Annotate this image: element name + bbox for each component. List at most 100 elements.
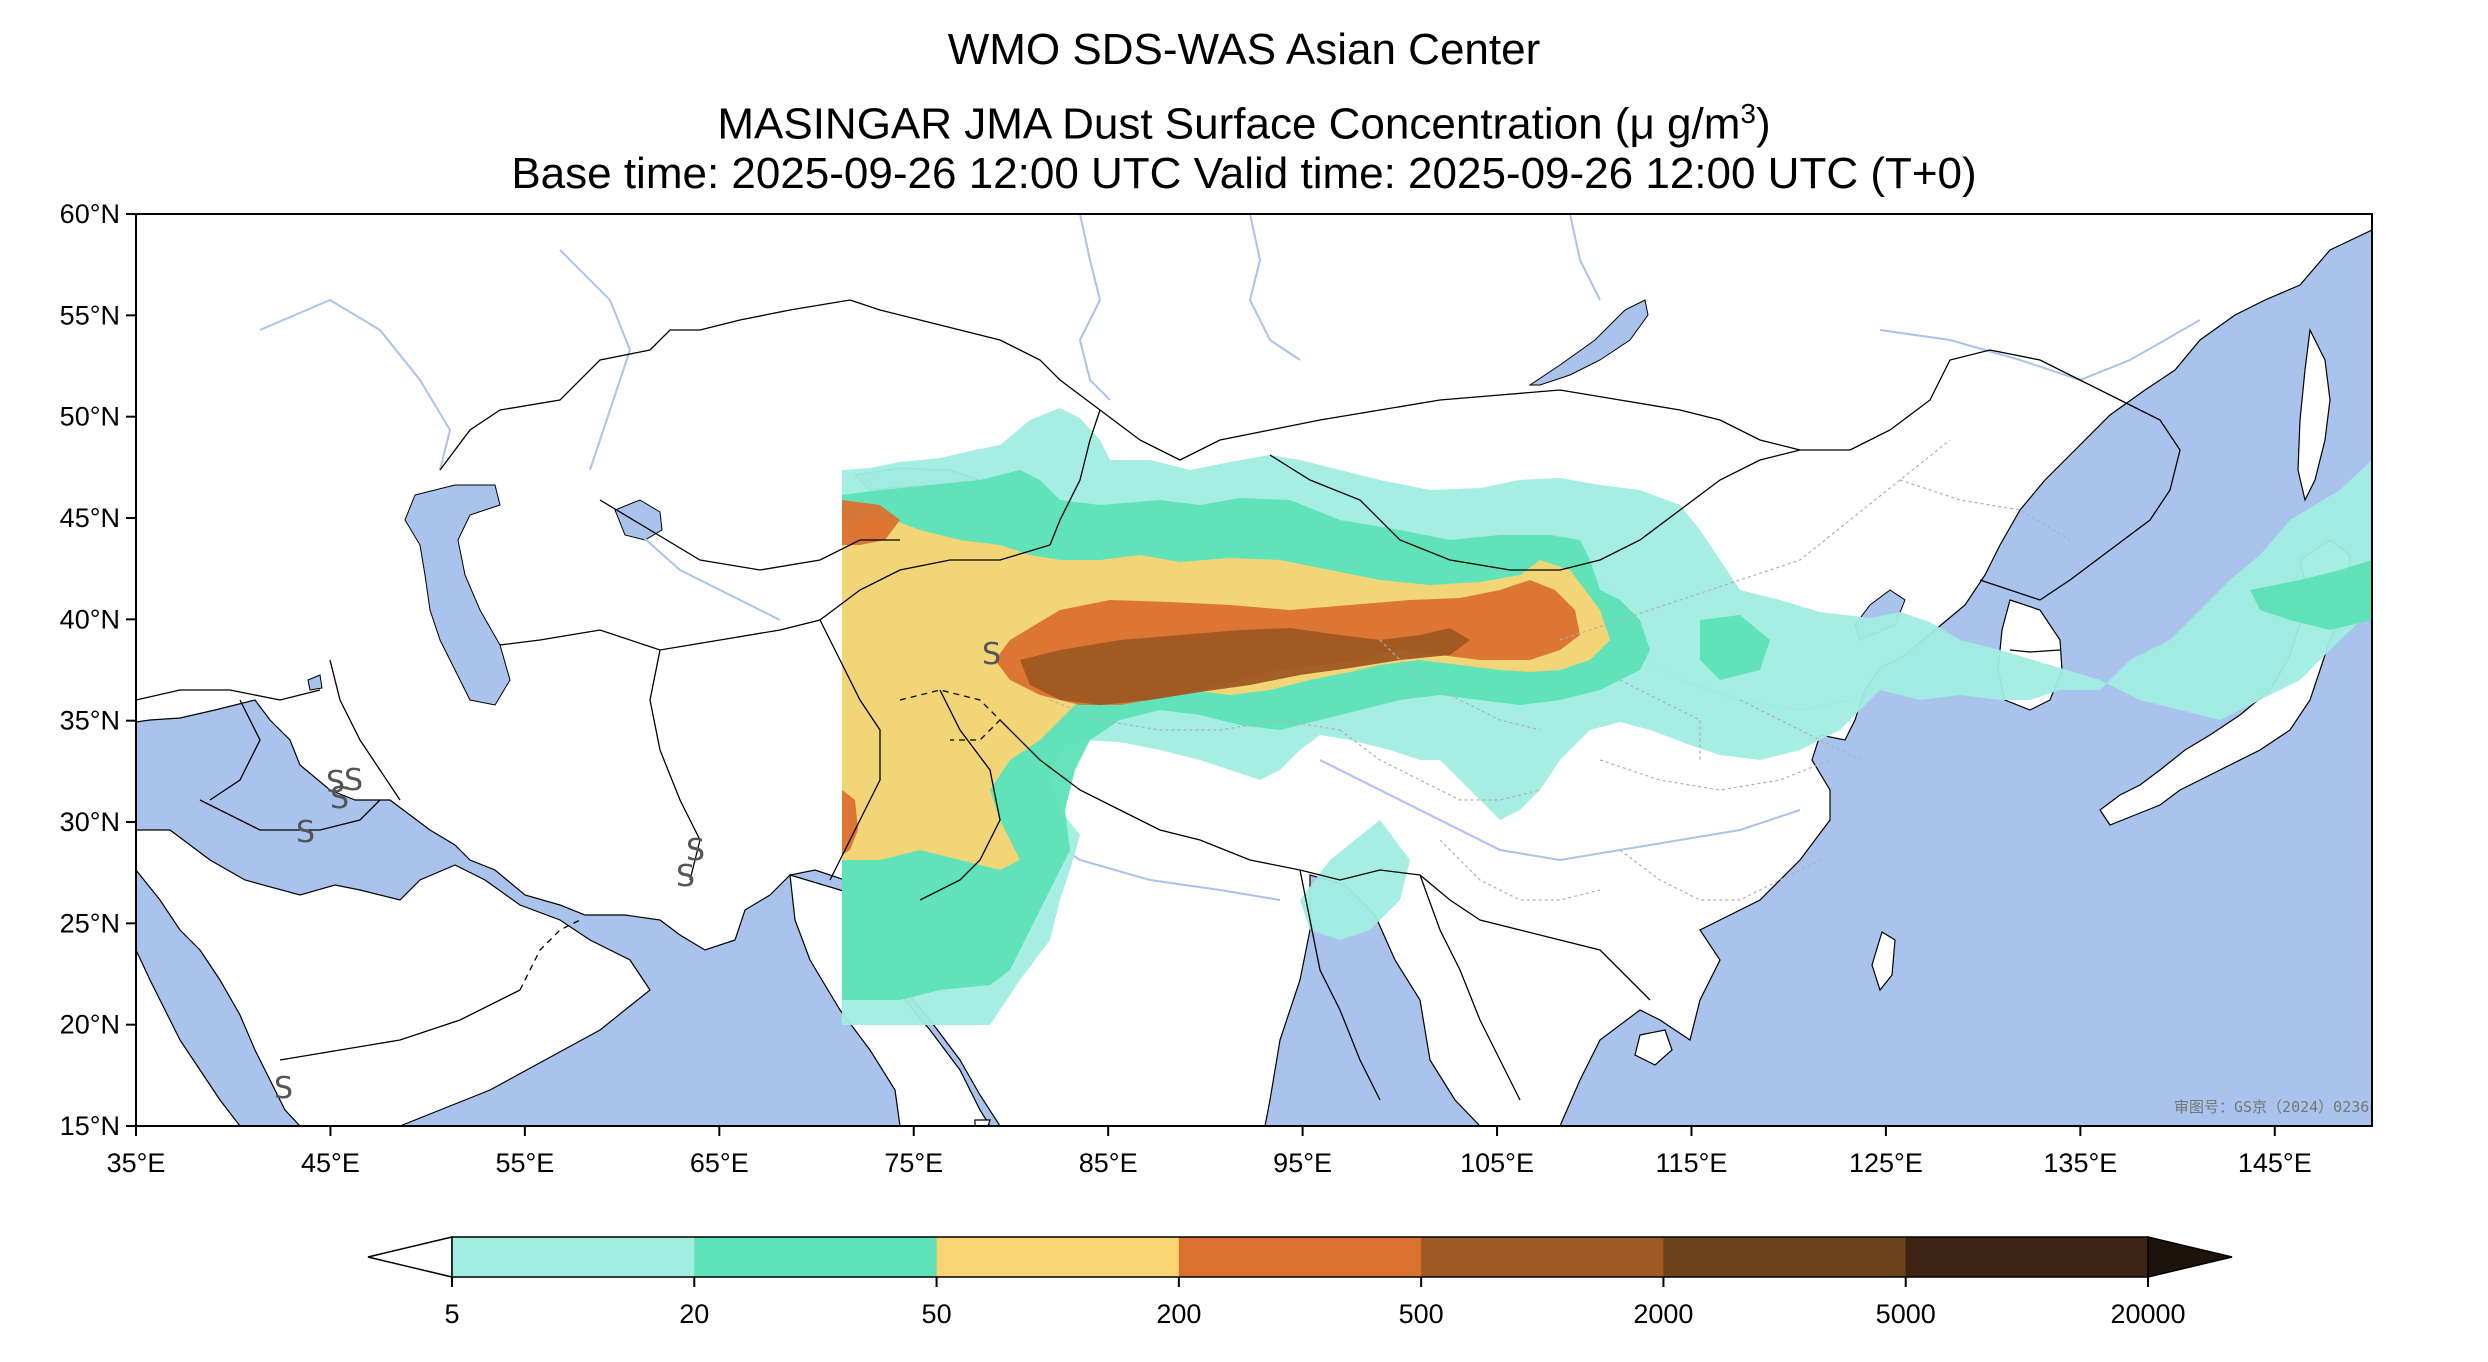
colorbar-segment xyxy=(1905,1237,2149,1277)
sri-lanka-island xyxy=(974,1119,991,1126)
amur-river xyxy=(1879,319,2201,382)
longitude-axis: 35°E 45°E 55°E 65°E 75°E 85°E 95°E 105°E 115°E 12… xyxy=(107,1126,2312,1178)
colorbar-segment xyxy=(452,1237,695,1277)
caspian-sea xyxy=(404,484,511,706)
yangtze-river xyxy=(1319,759,1801,862)
dust-contour-5-20-west-asia xyxy=(1300,820,1410,940)
border-turkey-syria xyxy=(136,689,321,701)
lat-tick-label: 45°N xyxy=(60,503,120,533)
taiwan-island xyxy=(1871,931,1896,992)
colorbar-tick-label: 500 xyxy=(1399,1299,1444,1329)
amu-darya-river xyxy=(634,529,781,621)
colorbar-segment xyxy=(1421,1237,1664,1277)
province-sichuan-yunnan xyxy=(1439,839,1601,901)
dust-contour-20-50-japan-sea xyxy=(2250,560,2372,630)
title-unit-exponent: 3 xyxy=(1740,98,1756,129)
border-saudi-yemen xyxy=(279,989,521,1061)
border-myanmar-bangladesh xyxy=(1299,869,1381,1101)
border-central-asia-south xyxy=(499,544,1051,651)
border-iran-iraq xyxy=(329,659,401,801)
lon-tick-label: 45°E xyxy=(301,1148,360,1178)
province-heilongjiang-jilin xyxy=(1899,479,2071,541)
border-uzbekistan-kazakhstan xyxy=(599,499,900,571)
colorbar-tick-label: 5000 xyxy=(1876,1299,1936,1329)
border-china-korea xyxy=(1979,579,2041,601)
border-saudi-uae-oman xyxy=(519,919,581,991)
border-saudi-iraq xyxy=(199,799,381,831)
volga-river xyxy=(259,298,452,471)
dust-concentration-field xyxy=(842,408,2372,1025)
lat-tick-label: 15°N xyxy=(60,1111,120,1141)
border-russia-kazakhstan xyxy=(439,299,1271,471)
lake-van xyxy=(307,674,323,691)
colorbar-segment xyxy=(936,1237,1180,1277)
lat-tick-label: 20°N xyxy=(60,1010,120,1040)
province-henan-shaanxi xyxy=(1619,679,1701,760)
title-unit: μ g/m xyxy=(1629,99,1741,149)
border-kashmir-dashed xyxy=(899,689,1001,741)
lat-tick-label: 25°N xyxy=(60,908,120,938)
latitude-axis: 60°N 55°N 50°N 45°N 40°N 35°N 30°N 25°N 20°N 15°N xyxy=(60,199,136,1141)
lat-tick-label: 60°N xyxy=(60,199,120,229)
border-thailand-laos xyxy=(1419,874,1521,1101)
station-mark-iran-2: S xyxy=(676,859,695,894)
lon-tick-label: 115°E xyxy=(1656,1148,1728,1178)
country-borders xyxy=(136,299,2181,1101)
border-russia-mongolia xyxy=(1269,389,1850,451)
border-iran-afghanistan xyxy=(649,649,701,881)
colorbar-tick-label: 2000 xyxy=(1633,1299,1693,1329)
lon-tick-label: 35°E xyxy=(107,1148,166,1178)
colorbar-max-extend xyxy=(2147,1236,2233,1278)
province-boundaries xyxy=(1049,439,2071,901)
lon-tick-label: 95°E xyxy=(1273,1148,1332,1178)
map-title-line3: Base time: 2025-09-26 12:00 UTC Valid ti… xyxy=(511,149,1977,198)
ob-irtysh-river xyxy=(1078,214,1111,401)
dust-contour-200-500-south xyxy=(842,790,858,855)
station-mark-iraq-1: S xyxy=(326,765,345,800)
border-china-india-himalaya xyxy=(999,719,1421,881)
yenisei-river xyxy=(1248,214,1301,361)
lon-tick-label: 85°E xyxy=(1079,1148,1138,1178)
station-mark-yemen: S xyxy=(274,1071,293,1106)
colorbar-tick-label: 20000 xyxy=(2110,1299,2185,1329)
province-xinjiang-tibet xyxy=(1049,699,1341,731)
lon-tick-label: 125°E xyxy=(1849,1148,1923,1178)
colorbar-tick-label: 20 xyxy=(679,1299,709,1329)
map-title-line1: WMO SDS-WAS Asian Center xyxy=(947,25,1541,74)
station-mark-iraq-2: S xyxy=(344,763,363,798)
station-mark-kashgar: S xyxy=(982,637,1001,672)
dust-contour-200-500-west xyxy=(842,500,900,545)
province-tibet-qinghai xyxy=(1339,729,1541,801)
title-suffix: ) xyxy=(1755,99,1771,149)
arabian-peninsula xyxy=(136,829,651,1126)
map-title-line2: MASINGAR JMA Dust Surface Concentration … xyxy=(0,86,2488,153)
lat-tick-label: 30°N xyxy=(60,807,120,837)
border-china-russia-northeast xyxy=(1849,349,2181,601)
station-mark-iraq-3: S xyxy=(296,815,315,850)
lena-tributary-river xyxy=(1569,214,1601,301)
colorbar-segment xyxy=(1178,1237,1422,1277)
border-china-southeast-asia xyxy=(1419,874,1651,1001)
colorbar-min-extend xyxy=(367,1236,453,1278)
station-mark-iran-1: S xyxy=(686,833,705,868)
lat-tick-label: 40°N xyxy=(60,604,120,634)
lake-baikal xyxy=(1528,299,1649,386)
lon-tick-label: 105°E xyxy=(1460,1148,1534,1178)
colorbar-segment xyxy=(1663,1237,1907,1277)
sakhalin-island xyxy=(2297,327,2331,502)
lon-tick-label: 65°E xyxy=(690,1148,749,1178)
map-approval-stamp: 审图号：GS京（2024）0236号 xyxy=(2174,1098,2384,1116)
lon-tick-label: 145°E xyxy=(2238,1148,2312,1178)
border-mongolia-china xyxy=(1269,449,1801,571)
lon-tick-label: 55°E xyxy=(495,1148,554,1178)
lon-tick-label: 135°E xyxy=(2043,1148,2117,1178)
colorbar-tick-label: 5 xyxy=(444,1299,459,1329)
lat-tick-label: 55°N xyxy=(60,300,120,330)
colorbar-outline xyxy=(451,1236,2149,1278)
province-inner-mongolia xyxy=(1559,439,1951,641)
province-shandong-jiangsu xyxy=(1739,699,1861,761)
province-central-china xyxy=(1599,759,1831,791)
africa-landmass xyxy=(136,949,241,1126)
map-frame xyxy=(135,213,2373,1127)
